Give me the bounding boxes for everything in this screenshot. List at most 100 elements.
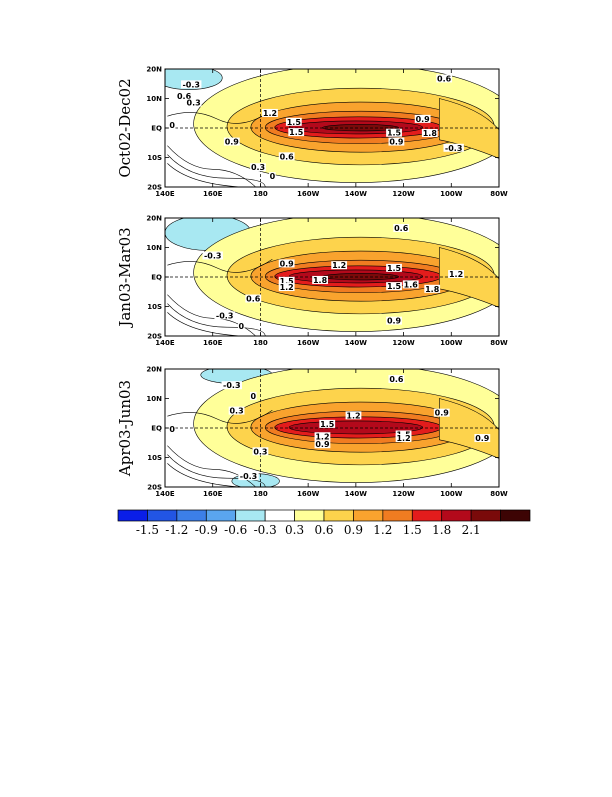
x-tick-label: 120W — [392, 490, 415, 498]
panel-2: 0.6-0.30.9 1.2 1.51.21.5 1.81.2 1.5 1.6 1.80.6… — [116, 215, 508, 348]
x-tick-label: 140E — [155, 490, 175, 498]
contour-label: 0.3 — [229, 407, 243, 416]
colorbar-swatch — [411, 509, 443, 522]
colorbar-tick-label: 2.1 — [462, 523, 481, 537]
contour-label: 0.9 — [225, 138, 240, 147]
y-tick-label: 20S — [147, 184, 162, 192]
panel-title: Oct02-Dec02 — [116, 78, 134, 177]
y-tick-label: 10N — [146, 244, 162, 252]
contour-label: 1.5 — [387, 129, 402, 138]
x-tick-label: 80W — [490, 490, 508, 498]
x-tick-label: 180 — [253, 490, 268, 498]
contour-label: -0.3 — [204, 251, 222, 260]
contour-label: 0.9 — [387, 317, 402, 326]
x-tick-label: 80W — [490, 190, 508, 198]
contour-label: 1.2 — [315, 432, 329, 441]
x-tick-label: 140W — [345, 490, 368, 498]
y-tick-label: 10N — [146, 95, 162, 103]
contour-label: 0.9 — [475, 434, 490, 443]
colorbar-swatch — [176, 509, 207, 522]
colorbar-tick-label: -0.9 — [195, 523, 218, 537]
contour-label: 0.6 — [389, 375, 404, 384]
colorbar-tick-label: -0.6 — [224, 523, 247, 537]
colorbar-tick-label: 1.2 — [373, 523, 392, 537]
contour-label: 1.5 — [280, 277, 295, 286]
colorbar-tick-label: 0.3 — [285, 523, 304, 537]
contour-label: 1.2 — [346, 411, 360, 420]
colorbar-swatch — [264, 509, 295, 522]
colorbar-tick-label: -0.3 — [254, 523, 277, 537]
x-tick-label: 160W — [297, 490, 320, 498]
contour-label: 0.9 — [416, 115, 431, 124]
x-tick-label: 140E — [155, 190, 175, 198]
contour-label: 1.2 — [396, 434, 410, 443]
y-tick-label: 20N — [146, 366, 162, 374]
colorbar-tick-label: 1.8 — [432, 523, 451, 537]
panel-title: Jan03-Mar03 — [116, 227, 134, 328]
colorbar-swatch — [235, 509, 266, 522]
colorbar-swatch — [117, 509, 148, 522]
contour-label: 1.2 — [449, 270, 463, 279]
x-tick-label: 160E — [203, 490, 223, 498]
contour-label: 1.8 — [425, 285, 440, 294]
contour-label: 0.3 — [251, 163, 265, 172]
contour-label: -0.3 — [182, 80, 200, 89]
contour-label: 0.9 — [315, 440, 330, 449]
contour-label: -0.3 — [223, 381, 241, 390]
contour-label: 0 — [270, 172, 276, 181]
y-tick-label: 10S — [147, 454, 162, 462]
x-tick-label: 180 — [253, 190, 268, 198]
contour-label: 1.2 — [263, 109, 277, 118]
y-tick-label: EQ — [151, 125, 162, 133]
colorbar-swatch — [382, 509, 413, 522]
panel-3: -0.30.600.31.20.901.51.20.91.51.20.9-0.3… — [116, 366, 508, 499]
colorbar-tick-label: 0.6 — [314, 523, 333, 537]
y-tick-label: 10S — [147, 303, 162, 311]
x-tick-label: 100W — [440, 490, 463, 498]
contour-label: 1.5 — [387, 282, 402, 291]
contour-label: 0.6 — [280, 152, 295, 161]
contour-label: 1.5 — [287, 118, 302, 127]
panel-title: Apr03-Jun03 — [116, 380, 134, 477]
contour-label: 0 — [169, 121, 175, 130]
y-tick-label: 20N — [146, 66, 162, 74]
contour-label: 0.9 — [389, 138, 404, 147]
contour-label: -0.3 — [216, 311, 234, 320]
contour-label: 0.9 — [280, 259, 295, 268]
x-tick-label: 160E — [203, 190, 223, 198]
contour-label: 0.6 — [394, 224, 409, 233]
y-tick-label: 20N — [146, 215, 162, 223]
y-tick-label: 10S — [147, 154, 162, 162]
x-tick-label: 140W — [345, 190, 368, 198]
colorbar-swatch — [470, 509, 501, 522]
contour-label: 1.2 — [332, 261, 346, 270]
colorbar-swatch — [147, 509, 178, 522]
x-tick-label: 160W — [297, 190, 320, 198]
contour-label: -0.3 — [445, 144, 463, 153]
contour-label: 0.6 — [437, 74, 452, 83]
y-tick-label: 10N — [146, 395, 162, 403]
contour-label: 1.5 — [320, 420, 335, 429]
x-tick-label: 160W — [297, 339, 320, 347]
colorbar-swatch — [500, 509, 531, 522]
x-tick-label: 100W — [440, 190, 463, 198]
x-tick-label: 80W — [490, 339, 508, 347]
contour-label: 1.6 — [404, 280, 419, 289]
contour-label: 0.3 — [253, 447, 267, 456]
anomaly-field — [165, 369, 499, 487]
contour-label: 0 — [239, 322, 245, 331]
colorbar-swatch — [353, 509, 384, 522]
x-tick-label: 120W — [392, 339, 415, 347]
x-tick-label: 100W — [440, 339, 463, 347]
colorbar-swatch — [294, 509, 325, 522]
contour-label: 1.8 — [313, 276, 328, 285]
contour-label: 0 — [169, 425, 175, 434]
x-tick-label: 120W — [392, 190, 415, 198]
contour-label: -0.3 — [240, 472, 258, 481]
contour-label: 1.5 — [387, 264, 402, 273]
contour-label: 0.6 — [246, 295, 261, 304]
colorbar-swatch — [205, 509, 237, 522]
colorbar-swatch — [323, 509, 354, 522]
